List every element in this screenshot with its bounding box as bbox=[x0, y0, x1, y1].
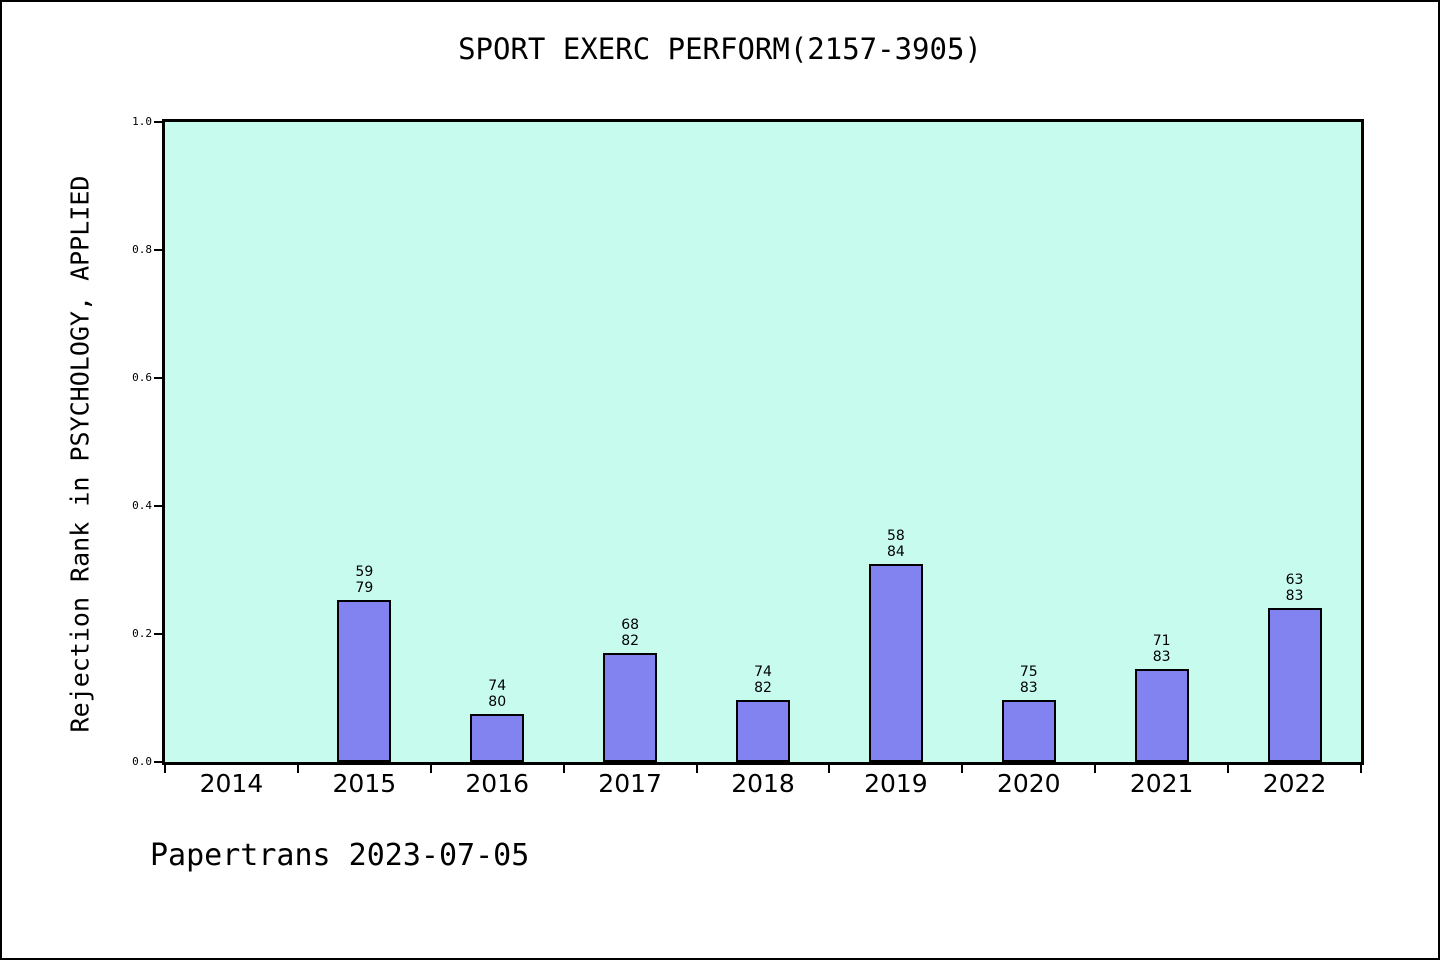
x-tick-label: 2018 bbox=[731, 769, 795, 798]
footer-text: Papertrans 2023-07-05 bbox=[150, 838, 530, 873]
x-tick-label: 2019 bbox=[864, 769, 928, 798]
bar bbox=[868, 564, 923, 762]
x-tick-label: 2017 bbox=[598, 769, 662, 798]
bar-label: 75 83 bbox=[1019, 664, 1038, 696]
x-tick-mark bbox=[1227, 765, 1230, 773]
bar bbox=[1001, 700, 1056, 762]
x-tick-mark bbox=[164, 765, 166, 773]
x-tick-label: 2014 bbox=[199, 769, 264, 798]
y-tick-label: 0.8 bbox=[132, 243, 152, 256]
x-tick-label: 2020 bbox=[996, 769, 1061, 798]
y-axis-label: Rejection Rank in PSYCHOLOGY, APPLIED bbox=[65, 175, 95, 733]
y-tick-mark bbox=[154, 633, 162, 635]
x-tick-label: 2016 bbox=[465, 769, 530, 798]
y-tick-mark bbox=[154, 249, 162, 251]
x-tick-mark bbox=[562, 765, 565, 773]
x-tick-label: 2021 bbox=[1129, 769, 1194, 798]
x-tick-mark bbox=[1094, 765, 1097, 773]
bar bbox=[603, 653, 658, 762]
bar bbox=[736, 700, 790, 762]
x-tick-mark bbox=[828, 765, 831, 773]
bar-label: 59 79 bbox=[355, 564, 374, 596]
x-tick-label: 2015 bbox=[332, 769, 397, 798]
bar bbox=[1267, 608, 1322, 762]
bar bbox=[470, 714, 525, 762]
y-tick-mark bbox=[154, 377, 162, 379]
x-tick-mark bbox=[296, 765, 299, 773]
x-tick-mark bbox=[695, 765, 698, 773]
y-tick-label: 0.2 bbox=[132, 627, 152, 640]
y-tick-mark bbox=[154, 121, 162, 123]
y-tick-mark bbox=[154, 761, 162, 763]
y-tick-label: 1.0 bbox=[132, 115, 152, 128]
x-tick-label: 2022 bbox=[1262, 769, 1327, 798]
bar-label: 71 83 bbox=[1152, 633, 1171, 665]
y-tick-label: 0.4 bbox=[132, 499, 152, 512]
x-tick-mark bbox=[961, 765, 964, 773]
y-tick-label: 0.6 bbox=[132, 371, 152, 384]
bar-label: 74 80 bbox=[488, 678, 507, 710]
bar-label: 74 82 bbox=[754, 664, 772, 696]
bar bbox=[1134, 669, 1189, 762]
bar-label: 68 82 bbox=[621, 617, 640, 649]
x-tick-mark bbox=[429, 765, 432, 773]
y-tick-mark bbox=[154, 505, 162, 507]
bar-label: 58 84 bbox=[886, 528, 905, 560]
y-tick-label: 0.0 bbox=[132, 755, 152, 768]
bar-label: 63 83 bbox=[1285, 572, 1304, 604]
bar bbox=[337, 600, 392, 762]
x-tick-mark bbox=[1360, 765, 1362, 773]
chart-title: SPORT EXERC PERFORM(2157-3905) bbox=[458, 32, 982, 66]
